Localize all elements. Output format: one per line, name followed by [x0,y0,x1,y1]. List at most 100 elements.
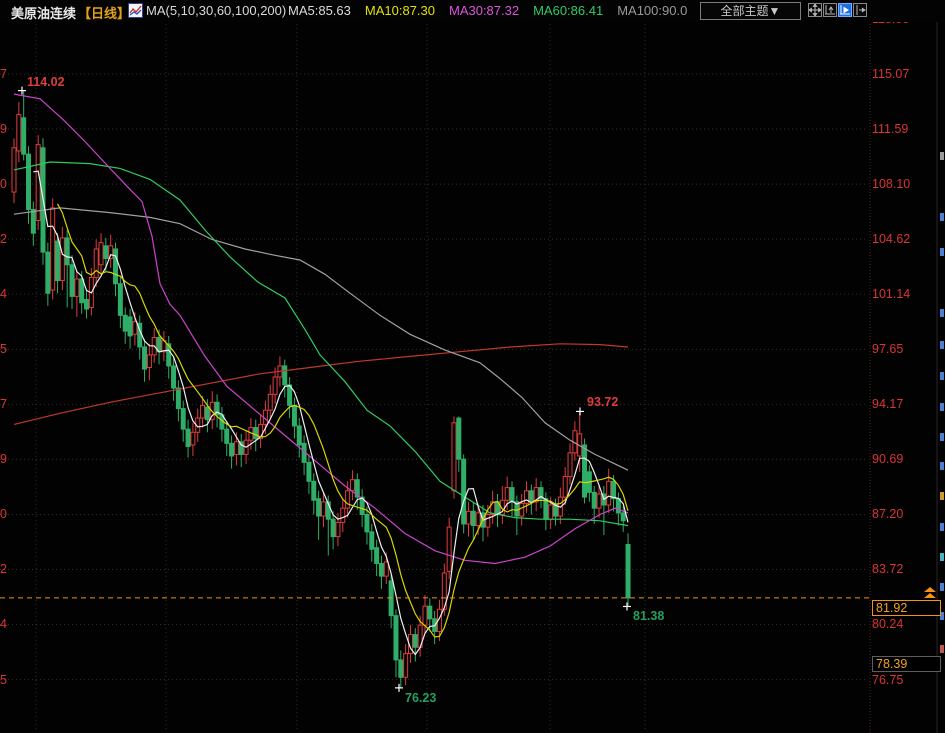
candle-down [296,425,302,446]
axis-left-digit: 4 [0,287,7,302]
candle-down [306,461,312,482]
candle-down [166,343,172,367]
axis-price-label: 115.07 [872,67,910,81]
candle-down [412,634,418,648]
candle-up [16,114,22,152]
candle-up [446,526,452,572]
candle-up [200,404,206,419]
extreme-price-label: 81.38 [633,609,665,624]
candle-down [354,479,360,498]
candle-down [470,510,476,527]
period-tag: 【日线】 [78,6,131,21]
candle-down [175,387,181,410]
candle-down [64,237,70,266]
candle-down [325,501,331,520]
axis-price-label: 111.59 [872,122,909,136]
candle-down [117,283,123,316]
axis-left-digit: 9 [0,122,7,136]
page-forward-icon[interactable] [853,3,867,17]
axis-left-digit: 9 [0,452,7,467]
candle-down [620,512,626,522]
candle-down [427,605,433,620]
clipped-sidebar-fragment [940,645,944,653]
auto-scroll-icon[interactable] [838,3,852,17]
axis-price-label: 76.75 [872,672,904,687]
axis-price-label: 104.62 [872,232,911,247]
candle-up [320,501,326,517]
candle-up [190,431,196,446]
candle-down [26,153,32,210]
clipped-sidebar-fragment [940,372,944,380]
candle-down [282,365,288,386]
candle-down [30,208,36,234]
candle-down [45,251,51,294]
candle-up [383,561,389,577]
ma-legend: MA5:85.63 MA10:87.30 MA30:87.32 MA60:86.41 M… [288,3,701,18]
candle-down [311,480,317,501]
theme-dropdown[interactable]: 全部主题▼ [700,2,801,20]
axis-left-digit: 0 [0,507,7,522]
candle-down [180,408,186,430]
clipped-sidebar-fragment [940,462,944,470]
ma-settings-label: MA(5,10,30,60,100,200) [146,3,287,18]
instrument-title: 美原油连续 [11,6,77,21]
candle-down [398,659,404,678]
candle-down [611,480,617,500]
candle-up [335,521,341,538]
candle-down [291,404,297,427]
candle-down [393,615,399,661]
candle-up [132,321,138,335]
candle-down [509,487,515,503]
candle-up [233,441,239,455]
candle-down [113,248,119,285]
clipped-sidebar-fragment [940,433,944,441]
candle-up [74,278,80,297]
candle-down [287,384,293,406]
candle-down [84,299,90,310]
candle-down [615,498,621,514]
ma-line-ma30 [13,93,629,565]
axis-left-digit: 0 [0,177,7,192]
pan-tool-icon[interactable] [808,3,822,17]
price-up-arrow-icon [924,586,936,592]
candle-up [272,376,278,395]
candle-down [528,490,534,503]
ma-line-ma60 [13,161,629,527]
price-up-arrow-icon [924,592,936,598]
candle-down [378,562,384,577]
ma-line-ma10 [56,203,629,638]
clipped-sidebar-fragment [940,492,944,500]
candle-up [524,490,530,504]
clipped-sidebar-fragment [940,553,944,561]
ma-legend-value: MA100:90.0 [617,3,688,18]
candle-up [490,501,496,515]
candle-up [93,248,99,278]
candle-down [316,498,322,517]
candle-down [69,264,75,297]
candle-up [596,493,602,509]
candle-up [567,452,573,478]
extreme-price-label: 93.72 [587,395,619,410]
axis-price-label: 90.69 [872,452,904,467]
clipped-sidebar-fragment [940,583,944,591]
candle-down [224,428,230,444]
candle-down [171,365,177,389]
candle-up [50,207,56,291]
axis-price-label: 87.20 [872,507,904,522]
candle-down [185,428,191,448]
scale-axis-icon[interactable] [823,3,837,17]
candle-down [369,531,375,550]
candle-up [258,423,264,440]
candle-down [330,518,336,538]
candle-down [582,444,588,498]
candle-up [504,487,510,501]
settlement-price-box: 78.39 [872,655,941,672]
axis-left-digit: 2 [0,562,7,577]
candle-down [21,117,27,155]
candle-down [253,427,259,440]
candle-up [349,479,355,492]
candle-up [267,393,273,411]
candle-up [403,653,409,678]
